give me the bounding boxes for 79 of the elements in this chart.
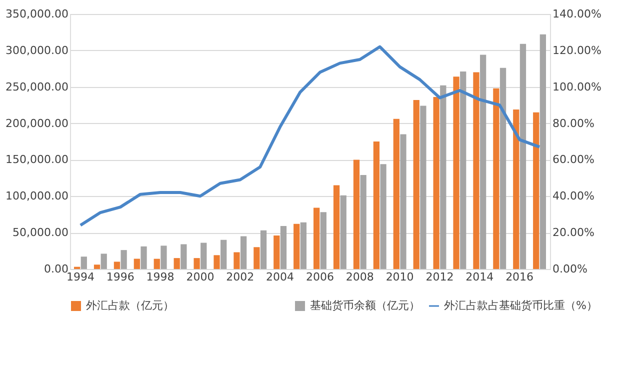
bar: [94, 264, 100, 269]
x-tick-label: 2000: [186, 270, 214, 284]
y-tick-label: 150,000.00: [6, 153, 68, 166]
bar: [174, 258, 180, 269]
bar: [80, 256, 87, 269]
bar: [254, 247, 260, 269]
bar: [100, 254, 107, 269]
bar: [440, 85, 446, 269]
bar: [420, 106, 426, 269]
bar: [393, 118, 400, 269]
bar: [400, 134, 406, 269]
y-tick-label: 300,000.00: [6, 44, 68, 57]
bar: [154, 258, 160, 269]
bar: [460, 72, 466, 269]
bar: [373, 142, 380, 269]
legend-label: 外汇占款占基础货币比重（%）: [444, 299, 598, 312]
bar: [340, 195, 346, 269]
y-tick-label: 100,000.00: [6, 190, 68, 203]
line-series: [78, 45, 542, 227]
bar: [493, 88, 500, 269]
bar: [200, 242, 207, 269]
x-tick-label: 2006: [306, 270, 334, 284]
bar: [413, 100, 420, 269]
y-tick-label: 200,000.00: [6, 116, 68, 130]
x-tick-label: 1996: [106, 270, 134, 284]
bar: [453, 76, 460, 269]
legend-label: 外汇占款（亿元）: [86, 299, 174, 312]
y2-tick-label: 120.00%: [552, 44, 602, 57]
y2-tick-label: 140.00%: [552, 8, 602, 20]
y2-tick-label: 60.00%: [552, 153, 594, 166]
y-tick-label: 250,000.00: [6, 80, 68, 94]
x-tick-label: 2002: [226, 270, 254, 284]
y2-tick-label: 40.00%: [552, 190, 594, 203]
x-tick-label: 2016: [506, 270, 534, 284]
bar: [300, 222, 307, 269]
x-tick-label: 2010: [386, 270, 414, 284]
bar: [160, 246, 167, 269]
bar: [520, 44, 526, 269]
bar: [294, 224, 300, 269]
bar: [500, 68, 506, 269]
y2-tick-label: 20.00%: [552, 226, 594, 240]
bar: [320, 212, 326, 269]
bar: [240, 236, 247, 269]
bar: [274, 235, 280, 269]
bar: [120, 250, 127, 269]
x-tick-label: 2004: [266, 270, 294, 284]
y2-tick-label: 0.00%: [552, 262, 588, 276]
bar: [533, 112, 540, 269]
x-tick-label: 2014: [466, 270, 494, 284]
bar: [220, 240, 227, 269]
bar: [280, 226, 287, 269]
bar: [234, 252, 240, 269]
bar: [214, 255, 220, 269]
y-tick-label: 0.00: [44, 262, 68, 276]
x-tick-label: 1994: [66, 270, 94, 284]
bar: [180, 244, 187, 269]
bar: [473, 72, 480, 269]
y2-tick-label: 80.00%: [552, 116, 594, 130]
y-tick-label: 350,000.00: [6, 8, 68, 20]
y2-tick-label: 100.00%: [552, 80, 602, 94]
bar: [433, 97, 440, 269]
x-tick-label: 1998: [146, 270, 174, 284]
legend-label: 基础货币余额（亿元）: [310, 299, 420, 312]
x-tick-label: 2012: [426, 270, 454, 284]
bar: [134, 258, 140, 269]
bar: [114, 262, 120, 269]
bar: [540, 34, 546, 269]
x-tick-label: 2008: [346, 270, 374, 284]
bar: [353, 160, 360, 269]
bar: [513, 109, 520, 269]
bar: [360, 175, 366, 269]
bar: [194, 258, 200, 269]
bar: [140, 246, 147, 269]
y-tick-label: 50,000.00: [12, 226, 68, 240]
bar: [333, 185, 340, 269]
bar: [380, 164, 386, 269]
bar: [260, 230, 267, 269]
bar: [480, 54, 486, 269]
bar: [313, 208, 320, 269]
